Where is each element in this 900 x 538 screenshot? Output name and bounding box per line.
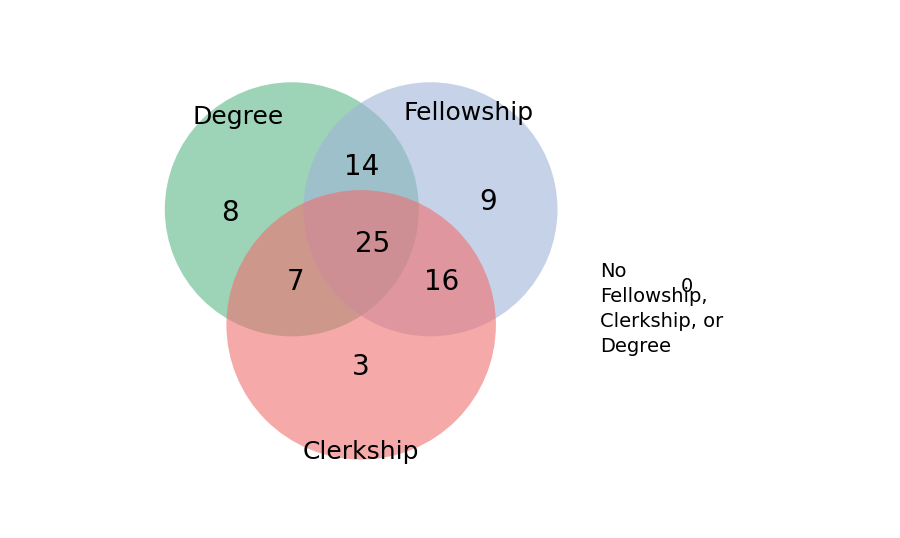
Text: 0: 0 [680,277,693,296]
Text: Clerkship: Clerkship [303,440,419,464]
Text: 9: 9 [480,188,497,216]
Text: 3: 3 [352,353,370,381]
Circle shape [227,190,496,459]
Text: No
Fellowship,
Clerkship, or
Degree: No Fellowship, Clerkship, or Degree [599,263,723,356]
Circle shape [303,82,557,336]
Text: Degree: Degree [193,105,284,129]
Text: 25: 25 [356,230,391,258]
Text: 14: 14 [344,153,379,181]
Text: 8: 8 [221,199,239,227]
Circle shape [165,82,418,336]
Text: 7: 7 [287,268,304,296]
Text: Fellowship: Fellowship [404,101,534,125]
Text: 16: 16 [425,268,460,296]
